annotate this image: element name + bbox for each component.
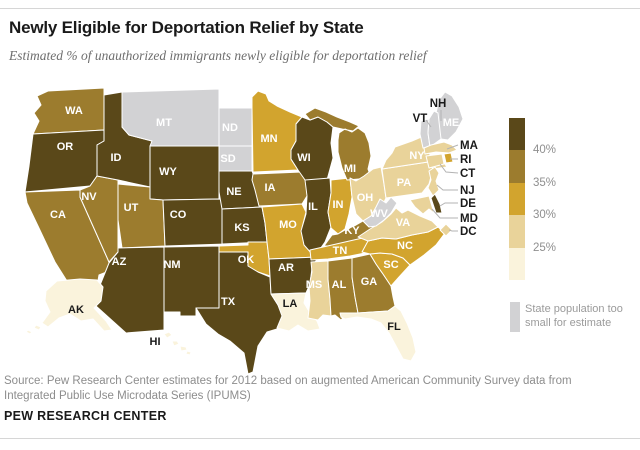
source-note: Source: Pew Research Center estimates fo… — [4, 375, 572, 402]
pew-research-center-brand: PEW RESEARCH CENTER — [4, 409, 167, 423]
state-label-PA: PA — [397, 177, 412, 189]
state-label-IA: IA — [265, 182, 276, 194]
state-label-NJ: NJ — [460, 185, 475, 197]
state-label-NM: NM — [163, 259, 180, 271]
state-label-HI: HI — [150, 336, 161, 348]
state-label-ND: ND — [222, 122, 238, 134]
top-rule — [0, 8, 640, 9]
state-label-WV: WV — [370, 208, 388, 220]
state-label-AR: AR — [278, 262, 294, 274]
state-MA — [423, 141, 458, 155]
state-label-MT: MT — [156, 117, 172, 129]
state-label-IL: IL — [308, 201, 318, 213]
state-label-VA: VA — [396, 217, 411, 229]
state-label-AK: AK — [68, 304, 84, 316]
state-NH — [427, 110, 442, 148]
state-label-MD: MD — [460, 213, 478, 225]
legend-swatch-lt25 — [509, 247, 525, 280]
legend-tick-35: 35% — [533, 176, 557, 189]
too-small-label: State population too small for estimate — [525, 303, 623, 329]
state-label-NC: NC — [397, 240, 413, 252]
state-label-SD: SD — [220, 153, 235, 165]
state-WV — [362, 196, 398, 228]
state-label-KS: KS — [234, 222, 249, 234]
state-label-MN: MN — [260, 133, 277, 145]
state-label-ME: ME — [443, 117, 460, 129]
state-MI — [304, 107, 372, 181]
state-label-NH: NH — [430, 98, 447, 110]
leader-line-MD — [431, 208, 458, 219]
state-FL — [339, 305, 417, 362]
state-label-NV: NV — [81, 191, 97, 203]
state-RI — [443, 152, 454, 164]
state-MT — [121, 88, 220, 147]
legend-color-bar — [509, 118, 525, 280]
chart-subtitle: Estimated % of unauthorized immigrants n… — [9, 48, 427, 63]
too-small-swatch — [510, 302, 520, 332]
legend-swatch-gt40 — [509, 118, 525, 151]
state-label-TN: TN — [333, 245, 348, 257]
state-TX — [195, 251, 284, 375]
state-NM — [163, 245, 220, 317]
state-AK — [25, 278, 113, 335]
state-label-MS: MS — [306, 279, 323, 291]
state-DE — [430, 193, 443, 214]
state-label-OH: OH — [357, 192, 374, 204]
state-label-CO: CO — [170, 209, 187, 221]
chart-title: Newly Eligible for Deportation Relief by… — [9, 18, 364, 37]
state-label-SC: SC — [383, 259, 398, 271]
state-label-GA: GA — [361, 276, 378, 288]
state-WI — [290, 116, 334, 181]
state-IA — [251, 171, 311, 207]
legend-swatch-b25_30 — [509, 215, 525, 248]
leader-line-NJ — [436, 184, 458, 191]
state-CO — [162, 198, 227, 247]
state-DC — [439, 223, 453, 237]
leader-line-DE — [439, 202, 458, 207]
state-label-OR: OR — [57, 141, 74, 153]
state-NJ — [427, 166, 440, 197]
bottom-rule — [0, 438, 640, 439]
state-label-UT: UT — [124, 202, 139, 214]
state-label-ID: ID — [111, 152, 122, 164]
state-label-CA: CA — [50, 209, 66, 221]
state-label-OK: OK — [238, 254, 255, 266]
state-label-MI: MI — [344, 163, 356, 175]
leader-line-VT — [425, 119, 432, 128]
state-label-MA: MA — [460, 140, 478, 152]
legend-swatch-b35_40 — [509, 150, 525, 183]
state-label-IN: IN — [333, 199, 344, 211]
state-label-FL: FL — [387, 321, 401, 333]
leader-line-CT — [439, 163, 459, 174]
state-label-CT: CT — [460, 168, 475, 180]
leader-line-DC — [448, 229, 458, 232]
state-label-DE: DE — [460, 198, 476, 210]
state-LA — [270, 292, 321, 332]
state-label-AZ: AZ — [112, 256, 127, 268]
state-CT — [425, 153, 445, 169]
state-label-VT: VT — [413, 113, 428, 125]
state-label-WY: WY — [159, 166, 177, 178]
state-label-KY: KY — [344, 225, 360, 237]
legend-tick-40: 40% — [533, 144, 557, 157]
state-label-MO: MO — [279, 219, 297, 231]
legend-tick-30: 30% — [533, 209, 557, 222]
state-label-WA: WA — [65, 105, 83, 117]
state-label-RI: RI — [460, 154, 472, 166]
state-label-LA: LA — [283, 298, 298, 310]
leader-line-MA — [446, 144, 459, 150]
legend-tick-25: 25% — [533, 241, 557, 254]
state-label-NE: NE — [226, 186, 241, 198]
state-label-NY: NY — [409, 150, 425, 162]
state-HI — [163, 331, 192, 356]
legend-swatch-b30_35 — [509, 182, 525, 216]
state-label-AL: AL — [332, 279, 347, 291]
state-label-WI: WI — [297, 152, 310, 164]
state-label-TX: TX — [221, 296, 236, 308]
state-label-DC: DC — [460, 226, 477, 238]
state-MD — [409, 195, 435, 215]
